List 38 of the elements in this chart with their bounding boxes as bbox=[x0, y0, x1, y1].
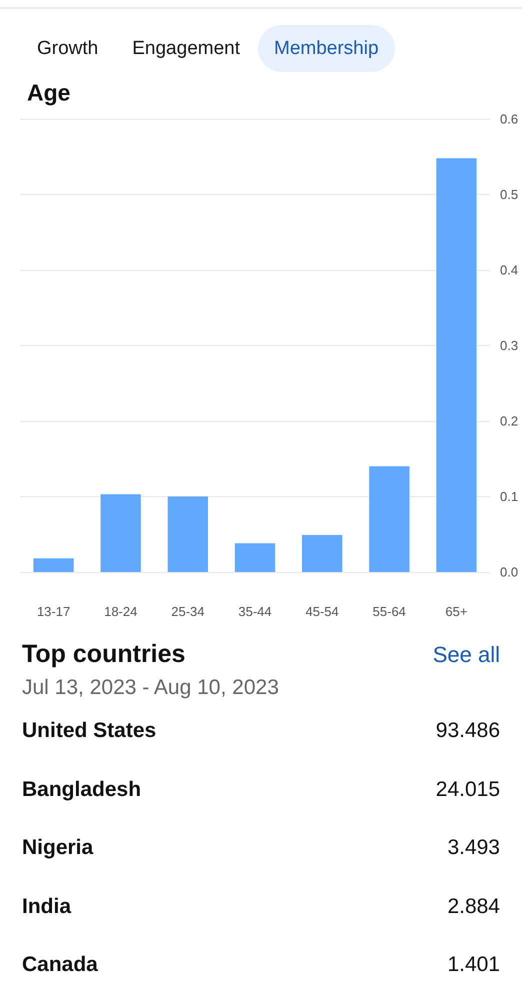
category-label: India bbox=[22, 894, 72, 918]
data-label: 93.486 bbox=[436, 719, 500, 743]
text: Jul 13, 2023 - Aug 10, 2023 bbox=[22, 676, 279, 700]
bar bbox=[33, 558, 74, 572]
category-label: Bangladesh bbox=[22, 778, 142, 802]
x-tick-label: 65+ bbox=[445, 604, 468, 619]
y-tick-label: 0.1 bbox=[500, 489, 518, 504]
selected-tab: Membership bbox=[258, 25, 395, 72]
y-tick-label: 0.2 bbox=[500, 414, 518, 428]
data-label: 3.493 bbox=[447, 836, 500, 860]
category-label: Nigeria bbox=[22, 836, 94, 860]
x-tick-label: 35-44 bbox=[238, 604, 272, 619]
x-tick-label: 25-34 bbox=[171, 604, 204, 619]
y-tick-label: 0.4 bbox=[500, 262, 518, 278]
bar bbox=[234, 543, 276, 572]
chart-title: Age bbox=[27, 80, 70, 106]
data-label: 2.884 bbox=[447, 894, 500, 918]
bar bbox=[100, 494, 141, 572]
data-label: 24.015 bbox=[436, 778, 500, 802]
bar bbox=[369, 466, 410, 572]
text: Engagement bbox=[132, 38, 240, 59]
bar bbox=[168, 496, 208, 572]
bar bbox=[436, 158, 477, 572]
x-tick-label: 13-17 bbox=[36, 604, 70, 619]
y-tick-label: 0.3 bbox=[500, 338, 518, 353]
category-label: Canada bbox=[22, 953, 98, 977]
y-tick-label: 0.0 bbox=[500, 564, 518, 580]
text: Growth bbox=[37, 38, 98, 59]
text: See all bbox=[432, 642, 500, 668]
x-tick-label: 45-54 bbox=[306, 604, 339, 619]
data-label: 1.401 bbox=[447, 953, 500, 977]
y-tick-label: 0.5 bbox=[500, 187, 518, 202]
x-tick-label: 55-64 bbox=[372, 604, 406, 619]
y-tick-label: 0.6 bbox=[500, 112, 518, 126]
bar bbox=[302, 535, 342, 572]
text: Top countries bbox=[22, 640, 186, 669]
x-tick-label: 18-24 bbox=[104, 604, 138, 619]
category-label: United States bbox=[22, 719, 156, 743]
